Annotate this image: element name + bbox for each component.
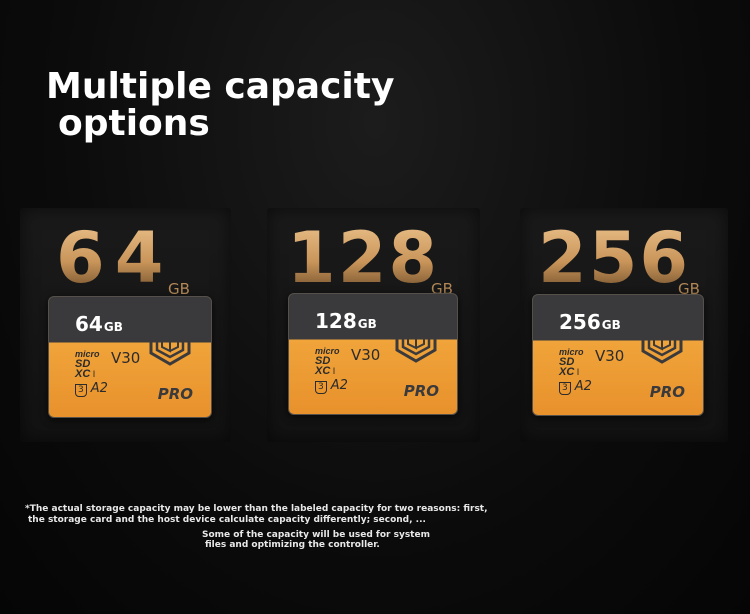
capacity-panel-128: 128 GB 128GB micro SD XC I V30 3 A2 PRO <box>267 208 480 442</box>
footnote-secondary: Some of the capacity will be used for sy… <box>202 530 430 550</box>
card-capacity-label: 128GB <box>315 309 377 333</box>
footnote-line-1: *The actual storage capacity may be lowe… <box>25 504 488 514</box>
big-capacity-number: 128 <box>267 222 480 294</box>
big-capacity-unit: GB <box>168 280 190 298</box>
headline: Multiple capacity options <box>46 68 394 142</box>
app-class-label: 3 A2 <box>559 379 592 395</box>
hexagon-box-icon <box>149 318 191 366</box>
card-capacity-label: 256GB <box>559 310 621 334</box>
card-capacity-label: 64GB <box>75 312 123 336</box>
footnote-line-2: the storage card and the host device cal… <box>28 515 426 525</box>
big-capacity-unit: GB <box>678 280 700 298</box>
microsd-xc-logo: micro SD XC I <box>559 347 584 378</box>
capacity-panel-64: 64 GB 64GB micro SD XC I V30 3 A2 PRO <box>20 208 231 442</box>
footnote-line-4: files and optimizing the controller. <box>205 540 380 550</box>
big-capacity-number: 64 <box>20 222 231 294</box>
headline-line-1: Multiple capacity <box>46 66 395 107</box>
microsd-card: 256GB micro SD XC I V30 3 A2 PRO <box>532 294 704 416</box>
headline-line-2: options <box>58 103 210 144</box>
speed-class-label: V30 <box>111 349 141 367</box>
speed-class-label: V30 <box>351 346 381 364</box>
big-capacity-number: 256 <box>520 222 728 294</box>
footnote-line-3: Some of the capacity will be used for sy… <box>202 530 430 540</box>
app-class-label: 3 A2 <box>75 381 108 397</box>
microsd-xc-logo: micro SD XC I <box>75 349 100 380</box>
microsd-card: 64GB micro SD XC I V30 3 A2 PRO <box>48 296 212 418</box>
pro-badge: PRO <box>403 382 439 400</box>
footnote-primary: *The actual storage capacity may be lowe… <box>25 504 585 526</box>
capacity-panel-256: 256 GB 256GB micro SD XC I V30 3 A2 PRO <box>520 208 728 442</box>
pro-badge: PRO <box>649 383 685 401</box>
app-class-label: 3 A2 <box>315 378 348 394</box>
microsd-xc-logo: micro SD XC I <box>315 346 340 377</box>
speed-class-label: V30 <box>595 347 625 365</box>
hexagon-box-icon <box>641 316 683 364</box>
pro-badge: PRO <box>157 385 193 403</box>
hexagon-box-icon <box>395 315 437 363</box>
microsd-card: 128GB micro SD XC I V30 3 A2 PRO <box>288 293 458 415</box>
